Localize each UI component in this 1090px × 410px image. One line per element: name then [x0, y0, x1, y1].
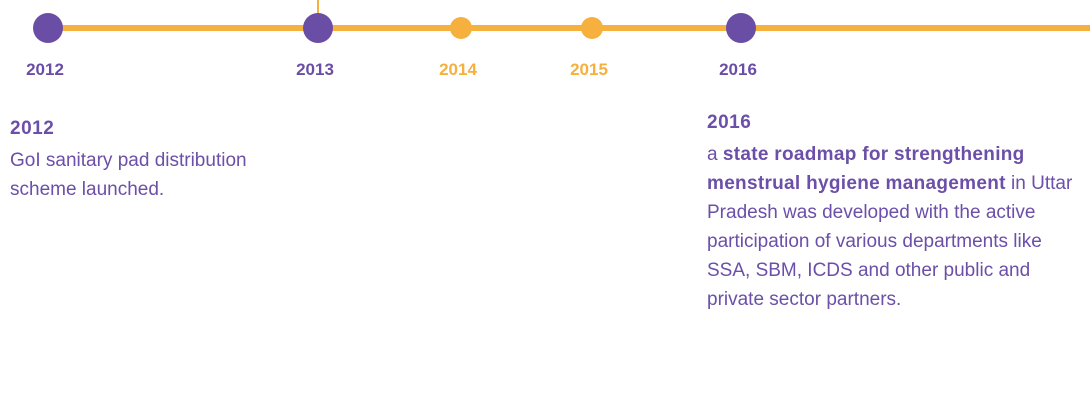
- highlight-text: state roadmap for strengthening menstrua…: [707, 144, 1025, 194]
- event-title: 2012: [10, 118, 55, 139]
- year-label: 2013: [296, 60, 334, 79]
- timeline-node: [450, 17, 472, 39]
- text: GoI sanitary pad distribution scheme lau…: [10, 150, 247, 200]
- timeline-node: [303, 13, 333, 43]
- event-title: 2016: [707, 112, 752, 133]
- timeline-node: [581, 17, 603, 39]
- event-text: GoI sanitary pad distribution scheme lau…: [10, 146, 270, 204]
- timeline-track: [33, 0, 1090, 43]
- text: a: [707, 144, 723, 165]
- timeline-node: [33, 13, 63, 43]
- year-label: 2016: [719, 60, 757, 79]
- timeline-node: [726, 13, 756, 43]
- year-label: 2015: [570, 60, 608, 79]
- event-text: a state roadmap for strengthening menstr…: [707, 140, 1087, 314]
- event: 2012 GoI sanitary pad distribution scheme…: [10, 114, 270, 204]
- text: in Uttar Pradesh was developed with the …: [707, 173, 1073, 310]
- year-label: 2014: [439, 60, 477, 79]
- event: 2016 a state roadmap for strengthening me…: [707, 108, 1087, 314]
- year-label: 2012: [26, 60, 64, 79]
